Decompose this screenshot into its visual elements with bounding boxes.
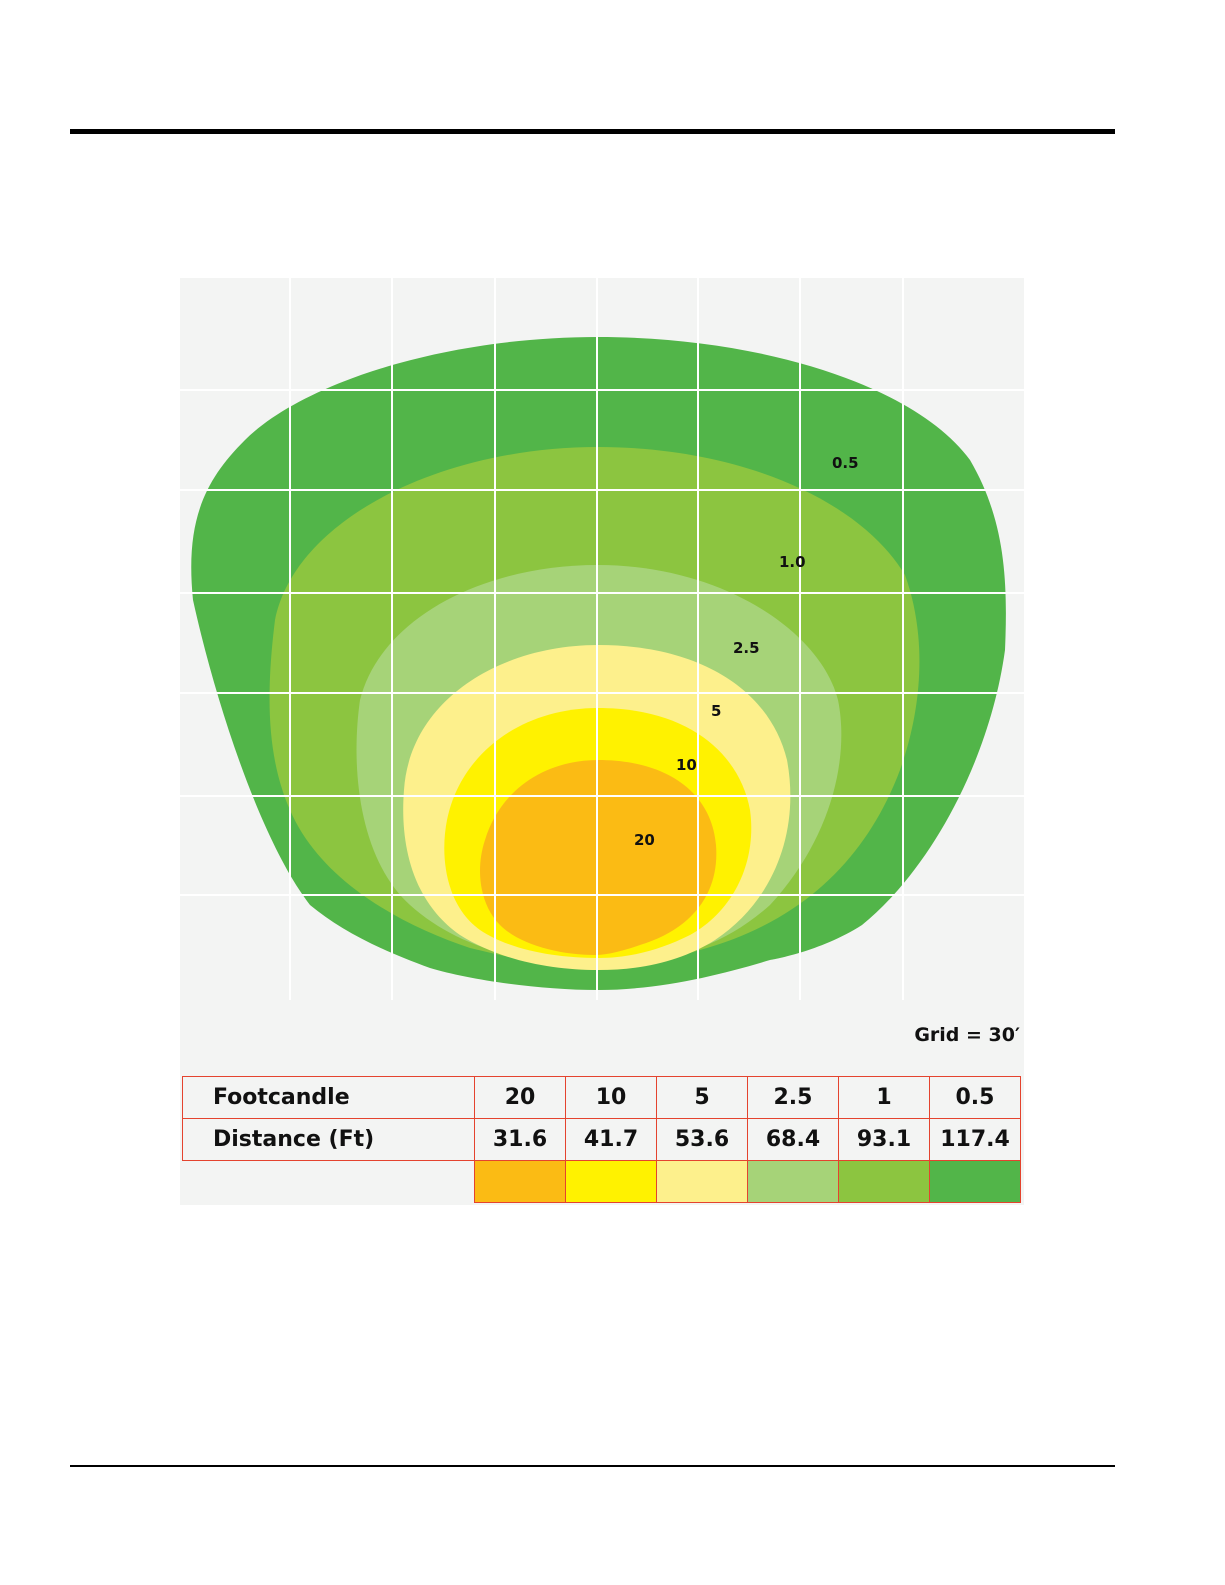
contour-label-1.0: 1.0 — [779, 553, 806, 571]
grid-lines — [180, 278, 1024, 1000]
color-swatch-2.5 — [747, 1160, 839, 1203]
zone-20 — [480, 760, 717, 955]
row-header-distance: Distance (Ft) — [182, 1118, 475, 1161]
grid-scale-note: Grid = 30′ — [914, 1024, 1020, 1046]
table-row-distance: Distance (Ft) 31.6 41.7 53.6 68.4 93.1 1… — [182, 1118, 1021, 1161]
contour-label-0.5: 0.5 — [832, 454, 859, 472]
footcandle-value: 10 — [565, 1076, 657, 1119]
footcandle-value: 2.5 — [747, 1076, 839, 1119]
color-swatch-10 — [565, 1160, 657, 1203]
distance-value: 53.6 — [656, 1118, 748, 1161]
footcandle-value: 20 — [474, 1076, 566, 1119]
bottom-rule — [70, 1465, 1115, 1467]
distance-value: 41.7 — [565, 1118, 657, 1161]
color-swatch-5 — [656, 1160, 748, 1203]
distance-value: 68.4 — [747, 1118, 839, 1161]
distance-value: 117.4 — [929, 1118, 1021, 1161]
contour-label-20: 20 — [634, 831, 655, 849]
table-row-footcandle: Footcandle 20 10 5 2.5 1 0.5 — [182, 1076, 1021, 1119]
footcandle-value: 0.5 — [929, 1076, 1021, 1119]
contour-label-5: 5 — [711, 702, 721, 720]
table-row-swatches — [182, 1160, 1021, 1203]
footcandle-value: 1 — [838, 1076, 930, 1119]
contour-label-2.5: 2.5 — [733, 639, 760, 657]
footcandle-table: Footcandle 20 10 5 2.5 1 0.5 Distance (F… — [182, 1076, 1021, 1203]
distance-value: 31.6 — [474, 1118, 566, 1161]
top-rule — [70, 129, 1115, 134]
footcandle-value: 5 — [656, 1076, 748, 1119]
color-swatch-1 — [838, 1160, 930, 1203]
contour-label-10: 10 — [676, 756, 697, 774]
row-header-footcandle: Footcandle — [182, 1076, 475, 1119]
isofootcandle-plot: 0.5 1.0 2.5 5 10 20 — [180, 278, 1024, 1000]
swatch-blank — [182, 1160, 475, 1203]
distance-value: 93.1 — [838, 1118, 930, 1161]
color-swatch-20 — [474, 1160, 566, 1203]
color-swatch-0.5 — [929, 1160, 1021, 1203]
